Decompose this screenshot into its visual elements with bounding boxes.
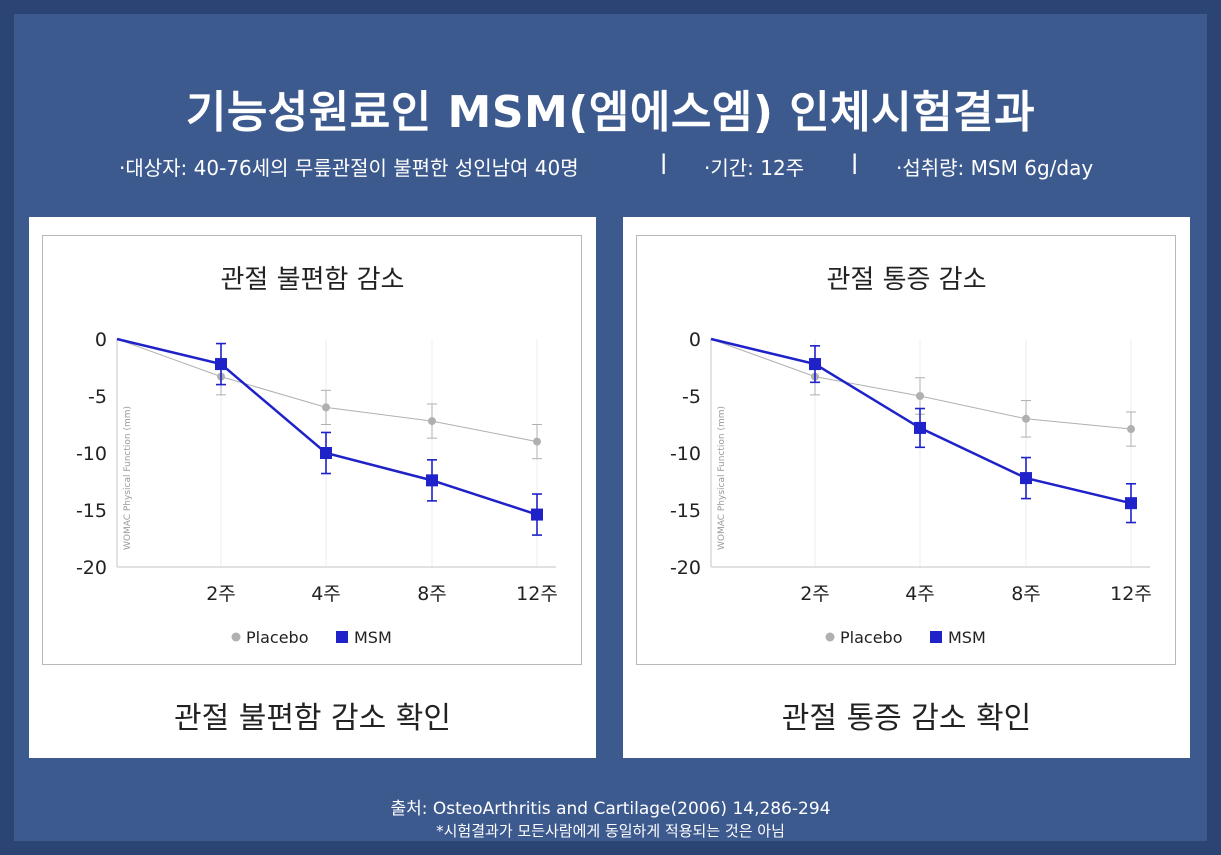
plot-frame <box>42 235 582 665</box>
series-line-placebo <box>710 338 1132 430</box>
legend-marker-placebo <box>825 632 835 642</box>
x-tick-label: 2주 <box>206 583 236 605</box>
legend-marker-msm <box>930 631 942 643</box>
data-point-msm <box>320 447 332 459</box>
x-tick-label: 8주 <box>1011 583 1041 605</box>
y-tick-label: -10 <box>670 443 701 465</box>
x-tick-label: 2주 <box>800 583 830 605</box>
legend: Placebo MSM <box>825 628 986 647</box>
y-tick-label: -20 <box>76 557 107 579</box>
y-tick-label: -20 <box>670 557 701 579</box>
legend-label-placebo: Placebo <box>246 628 308 647</box>
separator-2: | <box>851 150 859 174</box>
chart-title: 관절 통증 감소 <box>826 265 987 295</box>
plot-frame <box>636 235 1176 665</box>
series-line-msm <box>116 337 538 516</box>
data-point-msm <box>215 358 227 371</box>
study-dose: ·섭취량: MSM 6g/day <box>896 156 1094 180</box>
page-title: 기능성원료인 MSM(엠에스엠) 인체시험결과 <box>185 87 1036 138</box>
legend: Placebo MSM <box>231 628 392 647</box>
data-point-placebo <box>533 437 541 446</box>
chart-discomfort: 0 -5 -10 -15 -20 WOMAC Physical Function (mm)… <box>76 329 558 647</box>
series-line-msm <box>710 337 1132 505</box>
data-point-placebo <box>916 392 924 400</box>
y-tick-label: -15 <box>76 500 107 522</box>
x-tick-label: 4주 <box>311 583 341 605</box>
chart-card-discomfort: 관절 불편함 감소 0 -5 -10 -15 -20 WOMAC Physical Fun… <box>29 217 596 758</box>
y-tick-label: -5 <box>682 386 701 408</box>
legend-label-placebo: Placebo <box>840 628 902 647</box>
source-citation: 출처: OsteoArthritis and Cartilage(2006) 1… <box>390 799 831 819</box>
data-point-msm <box>1020 472 1032 485</box>
y-tick-label: -15 <box>670 500 701 522</box>
y-tick-label: -10 <box>76 443 107 465</box>
data-point-placebo <box>322 403 330 412</box>
data-point-msm <box>809 358 821 371</box>
data-point-placebo <box>428 417 436 426</box>
y-axis-title: WOMAC Physical Function (mm) <box>123 406 133 550</box>
legend-marker-msm <box>336 631 348 643</box>
y-tick-label: -5 <box>88 386 107 408</box>
x-tick-label: 8주 <box>417 583 447 605</box>
chart-pain: 0 -5 -10 -15 -20 WOMAC Physical Function (mm)… <box>670 329 1152 647</box>
data-point-placebo <box>1127 425 1135 434</box>
data-point-msm <box>531 508 543 521</box>
study-period: ·기간: 12주 <box>704 156 805 180</box>
x-tick-label: 12주 <box>516 583 558 605</box>
data-point-msm <box>1125 497 1137 510</box>
legend-marker-placebo <box>231 632 241 642</box>
legend-label-msm: MSM <box>354 628 392 647</box>
y-tick-label: 0 <box>689 329 701 351</box>
x-tick-label: 4주 <box>905 583 935 605</box>
separator-1: | <box>660 150 668 174</box>
x-tick-label: 12주 <box>1110 583 1152 605</box>
data-point-placebo <box>1022 414 1030 423</box>
chart-title: 관절 불편함 감소 <box>220 265 405 295</box>
data-point-msm <box>426 474 438 487</box>
chart-caption: 관절 통증 감소 확인 <box>781 701 1032 736</box>
y-axis-title: WOMAC Physical Function (mm) <box>717 406 727 550</box>
y-tick-label: 0 <box>95 329 107 351</box>
disclaimer-note: *시험결과가 모든사람에게 동일하게 적용되는 것은 아님 <box>436 822 785 840</box>
legend-label-msm: MSM <box>948 628 986 647</box>
chart-caption: 관절 불편함 감소 확인 <box>173 701 451 736</box>
chart-card-pain: 관절 통증 감소 0 -5 -10 -15 -20 WOMAC Physical Func… <box>623 217 1190 758</box>
data-point-msm <box>914 421 926 434</box>
study-subjects: ·대상자: 40-76세의 무릎관절이 불편한 성인남여 40명 <box>119 156 579 180</box>
